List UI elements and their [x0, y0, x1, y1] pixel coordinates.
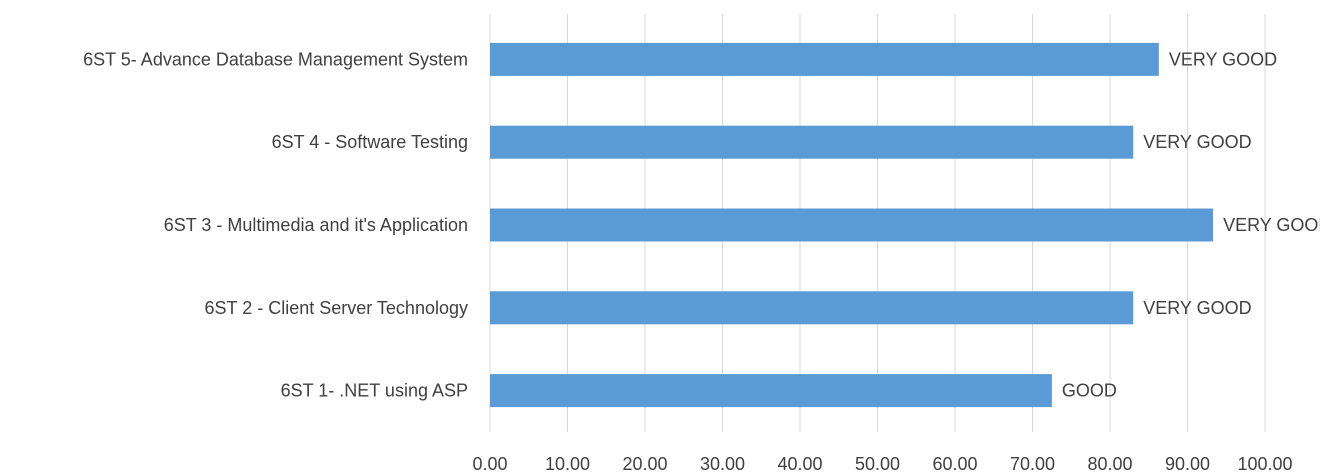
category-label: 6ST 2 - Client Server Technology	[205, 298, 468, 318]
x-axis-tick-labels: 0.00 10.00 20.00 30.00 40.00 50.00 60.00 70.00 8…	[472, 454, 1292, 473]
x-tick-label: 40.00	[777, 454, 822, 473]
bar	[490, 208, 1214, 242]
x-tick-label: 30.00	[700, 454, 745, 473]
data-label: VERY GOOD	[1143, 298, 1251, 318]
bar	[490, 374, 1052, 408]
data-label: VERY GOOD	[1143, 132, 1251, 152]
x-tick-label: 0.00	[472, 454, 507, 473]
x-tick-label: 80.00	[1087, 454, 1132, 473]
category-label: 6ST 4 - Software Testing	[272, 132, 468, 152]
x-tick-label: 60.00	[932, 454, 977, 473]
x-tick-label: 70.00	[1010, 454, 1055, 473]
bar	[490, 125, 1134, 159]
x-tick-label: 90.00	[1165, 454, 1210, 473]
data-label: VERY GOOD	[1169, 49, 1277, 69]
category-labels: 6ST 1- .NET using ASP 6ST 2 - Client Serv…	[83, 49, 468, 400]
category-label: 6ST 3 - Multimedia and it's Application	[164, 215, 468, 235]
bar	[490, 42, 1159, 76]
data-label: GOOD	[1062, 381, 1117, 401]
category-label: 6ST 5- Advance Database Management Syste…	[83, 49, 468, 69]
data-labels: GOOD VERY GOOD VERY GOOD VERY GOOD VERY GOOD	[1062, 49, 1320, 400]
bar	[490, 291, 1134, 325]
x-tick-label: 50.00	[855, 454, 900, 473]
category-label: 6ST 1- .NET using ASP	[281, 381, 468, 401]
x-tick-label: 10.00	[545, 454, 590, 473]
x-tick-label: 100.00	[1237, 454, 1292, 473]
bars	[490, 42, 1214, 408]
data-label: VERY GOOD	[1223, 215, 1320, 235]
x-tick-label: 20.00	[622, 454, 667, 473]
